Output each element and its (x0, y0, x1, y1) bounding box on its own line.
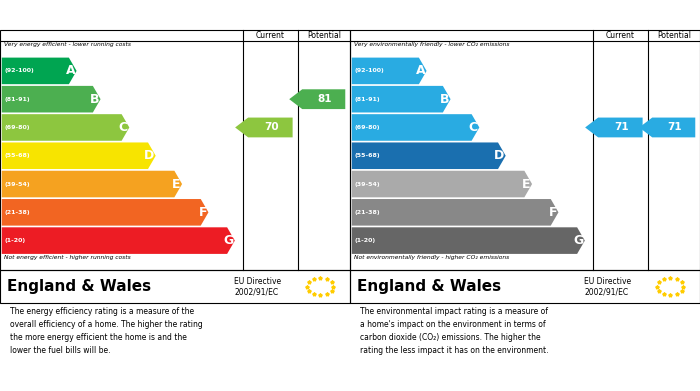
Text: F: F (199, 206, 207, 219)
Polygon shape (1, 227, 235, 254)
Text: A: A (66, 65, 75, 77)
Text: England & Wales: England & Wales (357, 279, 501, 294)
Text: EU Directive: EU Directive (234, 277, 281, 286)
Text: (55-68): (55-68) (355, 153, 380, 158)
Text: F: F (549, 206, 557, 219)
Text: B: B (440, 93, 449, 106)
Text: Potential: Potential (307, 31, 341, 40)
Text: Environmental Impact (CO₂) Rating: Environmental Impact (CO₂) Rating (355, 10, 574, 20)
Polygon shape (351, 57, 426, 84)
Polygon shape (351, 171, 532, 197)
Text: (39-54): (39-54) (5, 181, 30, 187)
Polygon shape (1, 142, 155, 169)
Text: 81: 81 (318, 94, 332, 104)
Text: 71: 71 (668, 122, 682, 133)
Text: D: D (144, 149, 154, 162)
Polygon shape (351, 86, 451, 113)
Polygon shape (639, 118, 695, 137)
Polygon shape (351, 199, 559, 226)
Text: C: C (469, 121, 478, 134)
Text: Energy Efficiency Rating: Energy Efficiency Rating (6, 10, 158, 20)
Text: (81-91): (81-91) (355, 97, 380, 102)
Text: Not energy efficient - higher running costs: Not energy efficient - higher running co… (4, 255, 130, 260)
Text: (69-80): (69-80) (5, 125, 30, 130)
Text: England & Wales: England & Wales (7, 279, 151, 294)
Text: (1-20): (1-20) (355, 238, 376, 243)
Polygon shape (235, 118, 293, 137)
Text: D: D (494, 149, 504, 162)
Text: Current: Current (256, 31, 285, 40)
Text: (81-91): (81-91) (5, 97, 30, 102)
Text: C: C (119, 121, 128, 134)
Polygon shape (351, 114, 480, 141)
Text: G: G (223, 234, 233, 247)
Text: 2002/91/EC: 2002/91/EC (234, 288, 279, 297)
Text: Not environmentally friendly - higher CO₂ emissions: Not environmentally friendly - higher CO… (354, 255, 509, 260)
Polygon shape (1, 114, 130, 141)
Polygon shape (585, 118, 643, 137)
Polygon shape (1, 171, 182, 197)
Text: Very environmentally friendly - lower CO₂ emissions: Very environmentally friendly - lower CO… (354, 42, 509, 47)
Text: Potential: Potential (657, 31, 691, 40)
Text: E: E (522, 178, 531, 190)
Polygon shape (1, 199, 209, 226)
Text: (92-100): (92-100) (355, 68, 384, 74)
Text: (92-100): (92-100) (5, 68, 34, 74)
Text: (69-80): (69-80) (355, 125, 380, 130)
Text: (39-54): (39-54) (355, 181, 380, 187)
Text: 70: 70 (265, 122, 279, 133)
Text: (1-20): (1-20) (5, 238, 26, 243)
Polygon shape (289, 89, 345, 109)
Text: EU Directive: EU Directive (584, 277, 631, 286)
Text: 2002/91/EC: 2002/91/EC (584, 288, 629, 297)
Text: G: G (573, 234, 583, 247)
Text: The environmental impact rating is a measure of
a home's impact on the environme: The environmental impact rating is a mea… (360, 307, 549, 355)
Polygon shape (351, 142, 505, 169)
Polygon shape (351, 227, 584, 254)
Text: B: B (90, 93, 99, 106)
Polygon shape (1, 86, 101, 113)
Text: Current: Current (606, 31, 635, 40)
Text: Very energy efficient - lower running costs: Very energy efficient - lower running co… (4, 42, 130, 47)
Text: (55-68): (55-68) (5, 153, 30, 158)
Text: The energy efficiency rating is a measure of the
overall efficiency of a home. T: The energy efficiency rating is a measur… (10, 307, 203, 355)
Text: 71: 71 (615, 122, 629, 133)
Polygon shape (1, 57, 76, 84)
Text: A: A (416, 65, 425, 77)
Text: (21-38): (21-38) (355, 210, 380, 215)
Text: E: E (172, 178, 181, 190)
Text: (21-38): (21-38) (5, 210, 30, 215)
